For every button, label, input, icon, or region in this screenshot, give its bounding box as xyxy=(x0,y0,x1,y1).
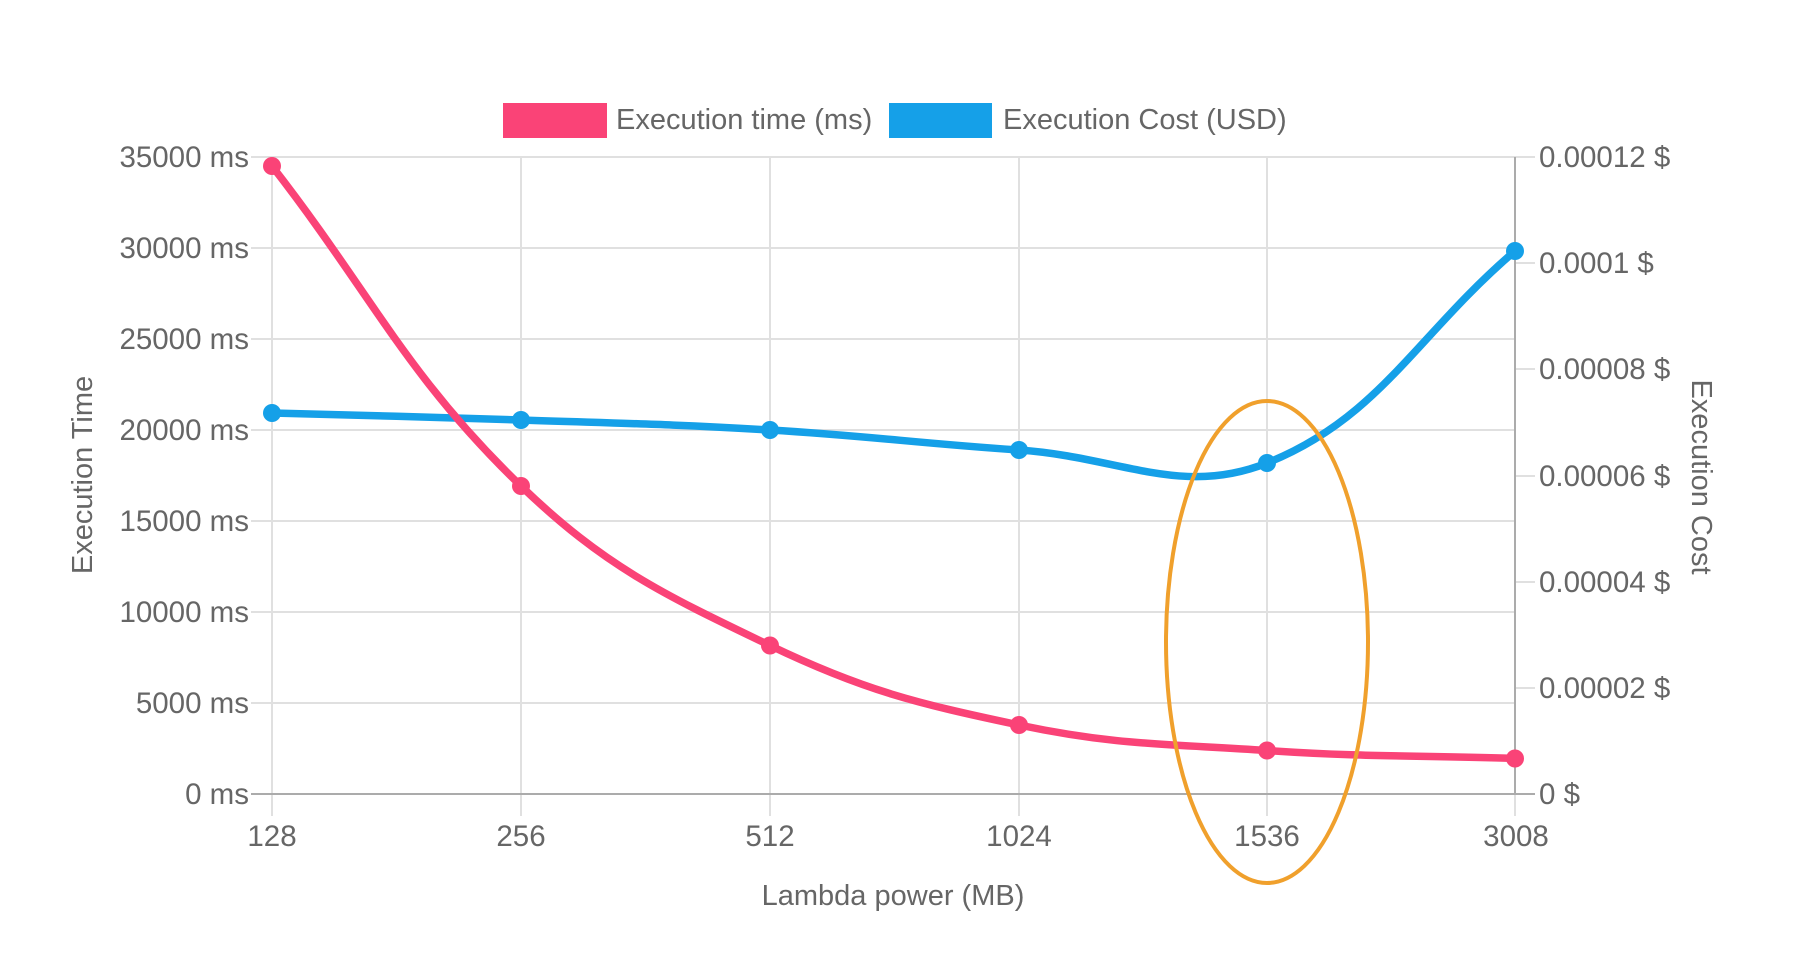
svg-text:10000 ms: 10000 ms xyxy=(119,596,249,629)
svg-text:3008: 3008 xyxy=(1483,820,1549,853)
svg-text:0.00004 $: 0.00004 $ xyxy=(1539,566,1670,599)
svg-text:5000 ms: 5000 ms xyxy=(136,687,249,720)
svg-text:1536: 1536 xyxy=(1234,820,1300,853)
svg-text:1024: 1024 xyxy=(986,820,1052,853)
svg-text:35000 ms: 35000 ms xyxy=(119,141,249,174)
svg-text:30000 ms: 30000 ms xyxy=(119,232,249,265)
svg-text:15000 ms: 15000 ms xyxy=(119,505,249,538)
svg-text:Lambda power (MB): Lambda power (MB) xyxy=(762,880,1025,912)
svg-text:Execution Time: Execution Time xyxy=(67,376,99,574)
svg-text:0.00002 $: 0.00002 $ xyxy=(1539,672,1670,705)
svg-text:0 $: 0 $ xyxy=(1539,778,1580,811)
svg-text:0 ms: 0 ms xyxy=(185,778,249,811)
svg-text:0.00012 $: 0.00012 $ xyxy=(1539,141,1670,174)
svg-text:256: 256 xyxy=(496,820,545,853)
svg-text:Execution Cost (USD): Execution Cost (USD) xyxy=(1003,104,1287,136)
svg-text:25000 ms: 25000 ms xyxy=(119,323,249,356)
svg-text:512: 512 xyxy=(745,820,794,853)
svg-text:0.00006 $: 0.00006 $ xyxy=(1539,460,1670,493)
svg-text:128: 128 xyxy=(247,820,296,853)
svg-text:0.0001 $: 0.0001 $ xyxy=(1539,247,1654,280)
svg-text:0.00008 $: 0.00008 $ xyxy=(1539,353,1670,386)
svg-text:20000 ms: 20000 ms xyxy=(119,414,249,447)
svg-text:Execution Cost: Execution Cost xyxy=(1685,379,1717,574)
svg-text:Execution time (ms): Execution time (ms) xyxy=(616,104,872,136)
